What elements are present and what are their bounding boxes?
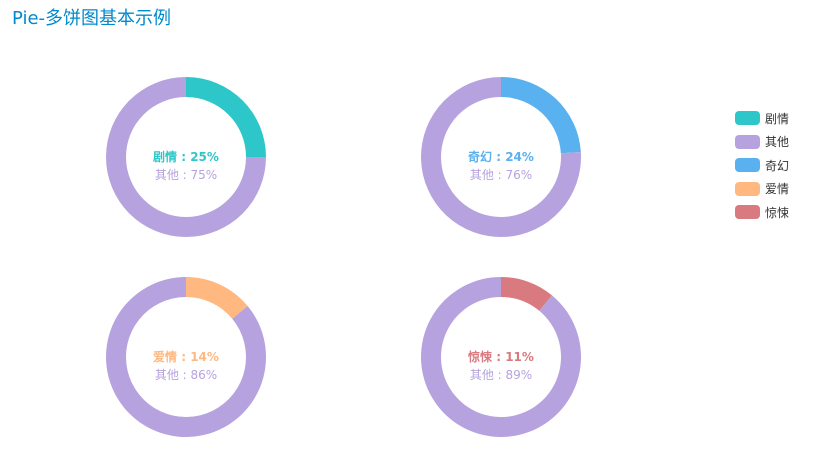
legend-item-thriller[interactable]: 惊悚 — [735, 204, 789, 220]
legend-item-fantasy[interactable]: 奇幻 — [735, 157, 789, 173]
legend-item-other[interactable]: 其他 — [735, 134, 789, 150]
legend-label: 惊悚 — [765, 205, 790, 220]
legend-label: 剧情 — [765, 111, 790, 126]
legend-swatch-icon — [735, 111, 760, 125]
pie-other-text: 其他 : 75% — [154, 168, 218, 182]
legend-item-drama[interactable]: 剧情 — [735, 110, 789, 126]
legend-swatch-icon — [735, 134, 760, 149]
pie-center-label-1: 剧情 : 25% 其他 : 75% — [126, 148, 246, 184]
pie-main-text: 惊悚 : 11% — [468, 350, 534, 364]
pie-other-text: 其他 : 76% — [469, 168, 533, 182]
pie-main-text: 剧情 : 25% — [153, 150, 219, 164]
legend-swatch-icon — [735, 158, 760, 172]
legend: 剧情 其他 奇幻 爱情 惊悚 — [735, 110, 789, 228]
pie-other-text: 其他 : 86% — [154, 368, 218, 382]
pie-center-label-4: 惊悚 : 11% 其他 : 89% — [441, 348, 561, 384]
pie-other-text: 其他 : 89% — [469, 368, 533, 382]
legend-label: 其他 — [765, 135, 790, 149]
legend-swatch-icon — [735, 181, 760, 196]
pie-center-label-3: 爱情 : 14% 其他 : 86% — [126, 348, 246, 384]
pie-main-text: 爱情 : 14% — [153, 350, 219, 364]
legend-label: 奇幻 — [765, 158, 790, 173]
pie-slice-4-1[interactable] — [501, 277, 552, 311]
pie-slice-2-1[interactable] — [501, 77, 581, 154]
pie-center-label-2: 奇幻 : 24% 其他 : 76% — [441, 148, 561, 184]
pie-main-text: 奇幻 : 24% — [468, 150, 534, 164]
pie-slice-3-1[interactable] — [186, 277, 248, 319]
legend-item-romance[interactable]: 爱情 — [735, 181, 789, 197]
legend-label: 爱情 — [765, 182, 790, 196]
pie-slice-1-1[interactable] — [186, 77, 266, 157]
legend-swatch-icon — [735, 205, 760, 219]
chart-title: Pie-多饼图基本示例 — [12, 8, 172, 29]
